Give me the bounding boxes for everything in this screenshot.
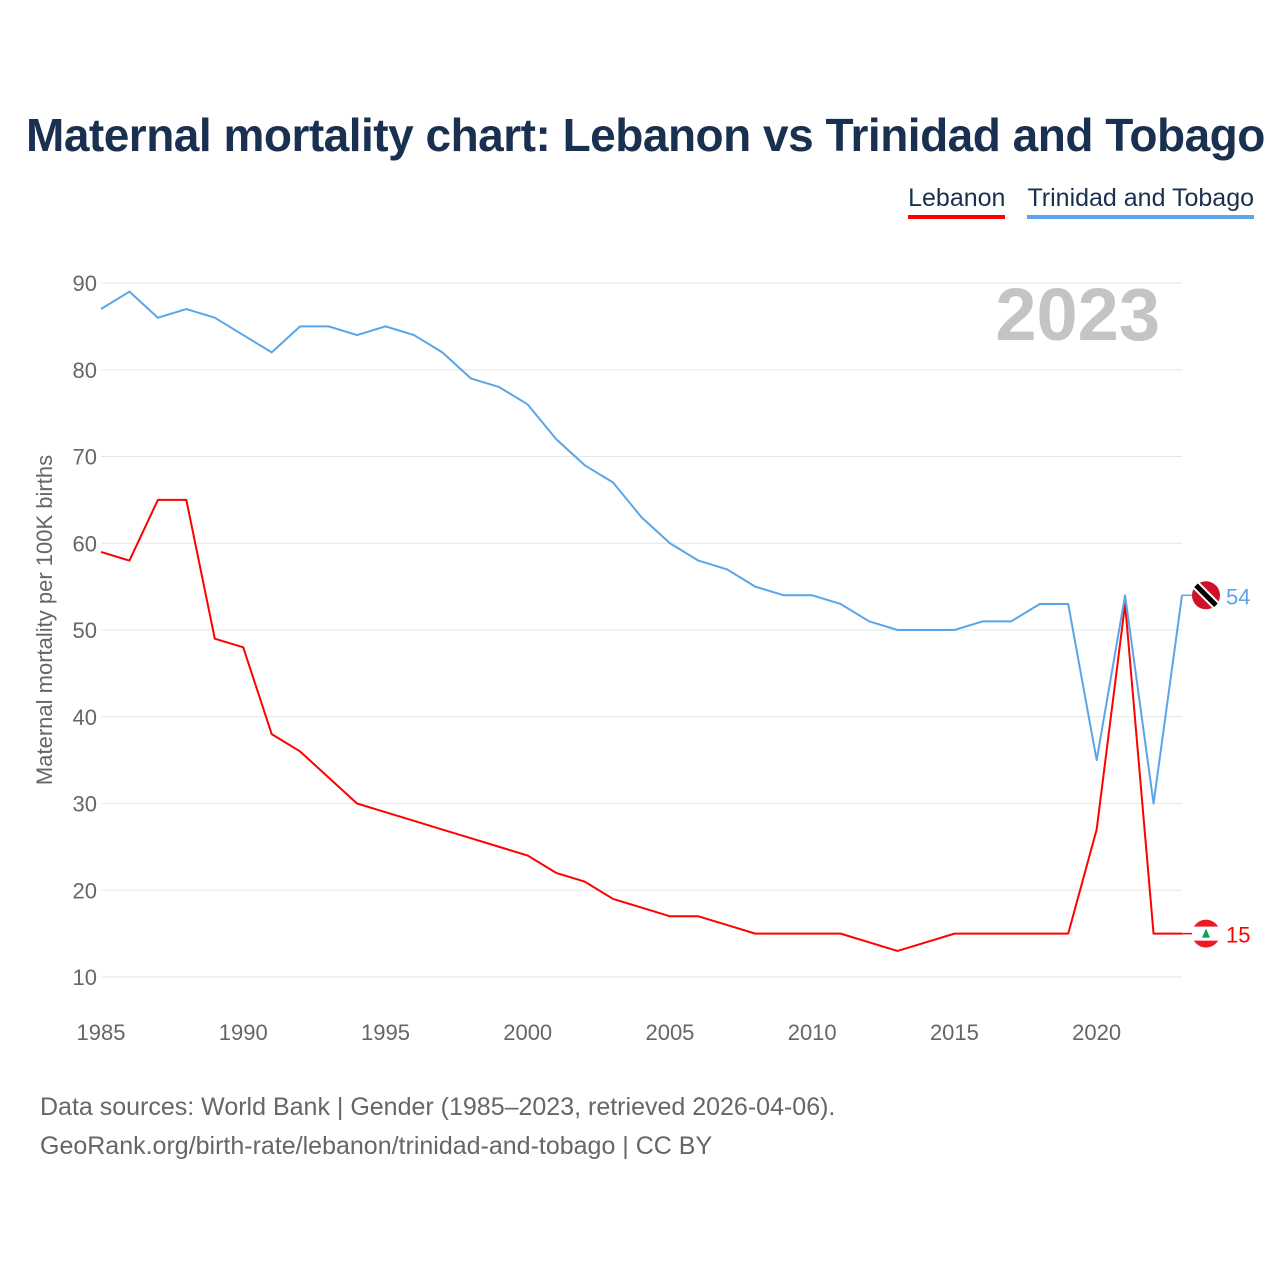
x-tick-label: 2000 <box>503 1020 552 1045</box>
chart-title: Maternal mortality chart: Lebanon vs Tri… <box>26 109 1265 161</box>
x-tick-label: 2010 <box>788 1020 837 1045</box>
y-tick-label: 80 <box>73 358 97 383</box>
y-tick-label: 10 <box>73 965 97 990</box>
x-tick-label: 2020 <box>1072 1020 1121 1045</box>
series-line-lebanon <box>100 498 1182 952</box>
series-line-trinidad <box>100 290 1183 805</box>
source-note: Data sources: World Bank | Gender (1985–… <box>40 1088 835 1166</box>
cedar-icon <box>1202 928 1210 938</box>
source-line-2[interactable]: GeoRank.org/birth-rate/lebanon/trinidad-… <box>40 1132 713 1160</box>
x-tick-label: 2015 <box>930 1020 979 1045</box>
y-tick-label: 40 <box>73 705 97 730</box>
year-watermark: 2023 <box>995 273 1160 356</box>
y-axis-label: Maternal mortality per 100K births <box>32 455 57 785</box>
y-tick-label: 90 <box>73 271 97 296</box>
x-tick-label: 1985 <box>77 1020 126 1045</box>
legend-trinidad[interactable]: Trinidad and Tobago <box>1027 184 1254 219</box>
y-tick-label: 30 <box>73 792 97 817</box>
x-tick-label: 1990 <box>219 1020 268 1045</box>
trinidad-flag-black <box>1194 583 1218 608</box>
y-tick-label: 60 <box>73 531 97 556</box>
source-line-1: Data sources: World Bank | Gender (1985–… <box>40 1093 836 1121</box>
y-tick-label: 50 <box>73 618 97 643</box>
legend: Lebanon Trinidad and Tobago <box>908 184 1254 219</box>
end-value-label: 15 <box>1226 923 1250 948</box>
y-tick-label: 70 <box>73 445 97 470</box>
x-tick-label: 2005 <box>645 1020 694 1045</box>
y-tick-label: 20 <box>73 878 97 903</box>
end-value-label: 54 <box>1226 584 1250 609</box>
legend-lebanon[interactable]: Lebanon <box>908 184 1006 219</box>
x-tick-label: 1995 <box>361 1020 410 1045</box>
